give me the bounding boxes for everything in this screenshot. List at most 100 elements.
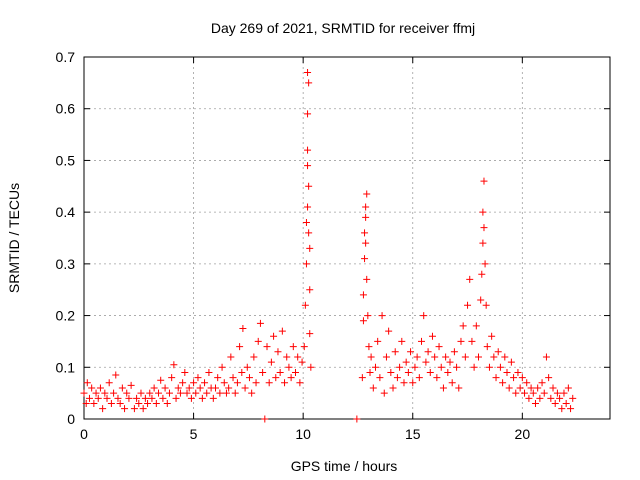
data-point-marker: [536, 394, 544, 402]
data-point-marker: [168, 374, 176, 382]
data-point-marker: [521, 389, 529, 397]
data-point-marker: [179, 379, 187, 387]
data-point-marker: [176, 389, 184, 397]
data-point-marker: [198, 394, 206, 402]
data-point-marker: [83, 379, 91, 387]
data-point-marker: [90, 399, 98, 407]
data-point-marker: [243, 363, 251, 371]
data-point-marker: [212, 384, 219, 392]
data-point-marker: [236, 343, 244, 351]
data-point-marker: [209, 394, 217, 402]
data-point-marker: [92, 389, 100, 397]
data-point-marker: [439, 384, 447, 392]
data-point-marker: [135, 399, 143, 407]
data-point-marker: [496, 363, 504, 371]
data-point-marker: [359, 291, 367, 299]
data-point-marker: [378, 312, 386, 320]
data-point-marker: [116, 399, 124, 407]
data-point-marker: [185, 384, 193, 392]
data-point-marker: [218, 363, 226, 371]
data-point-marker: [137, 389, 145, 397]
y-tick-label: 0.1: [56, 359, 76, 375]
data-point-marker: [287, 374, 295, 382]
data-point-marker: [531, 399, 539, 407]
data-point-marker: [190, 379, 198, 387]
data-point-marker: [194, 374, 202, 382]
data-point-marker: [233, 379, 241, 387]
data-point-marker: [291, 368, 299, 376]
chart-title: Day 269 of 2021, SRMTID for receiver ffm…: [211, 20, 475, 36]
data-point-marker: [261, 415, 269, 423]
data-point-marker: [475, 353, 482, 361]
data-point-marker: [163, 399, 171, 407]
data-point-marker: [103, 394, 111, 402]
data-point-marker: [433, 374, 441, 382]
data-point-marker: [302, 218, 310, 226]
data-point-marker: [359, 317, 367, 325]
data-point-marker: [420, 312, 428, 320]
data-point-marker: [374, 337, 382, 345]
data-point-marker: [523, 379, 531, 387]
data-markers: [80, 69, 577, 423]
data-point-marker: [105, 379, 113, 387]
data-point-marker: [152, 399, 160, 407]
data-point-marker: [413, 353, 421, 361]
data-point-marker: [150, 384, 158, 392]
data-point-marker: [396, 363, 404, 371]
data-point-marker: [170, 361, 178, 369]
data-point-marker: [409, 379, 417, 387]
data-point-marker: [130, 405, 138, 413]
data-point-marker: [214, 374, 222, 382]
data-point-marker: [241, 384, 249, 392]
data-point-marker: [560, 389, 568, 397]
data-point-marker: [353, 415, 361, 423]
data-point-marker: [365, 343, 373, 351]
data-point-marker: [391, 348, 399, 356]
data-point-marker: [415, 374, 423, 382]
data-point-marker: [148, 394, 156, 402]
data-point-marker: [305, 79, 313, 87]
data-point-marker: [480, 177, 488, 185]
data-point-marker: [442, 353, 450, 361]
data-point-marker: [428, 332, 436, 340]
data-point-marker: [274, 348, 282, 356]
data-point-marker: [205, 368, 213, 376]
data-point-marker: [304, 203, 312, 211]
data-point-marker: [398, 337, 406, 345]
data-point-marker: [453, 363, 461, 371]
data-point-marker: [472, 322, 480, 330]
data-point-marker: [542, 353, 550, 361]
data-point-marker: [362, 213, 370, 221]
data-point-marker: [437, 363, 445, 371]
data-point-marker: [507, 358, 515, 366]
x-tick-label: 0: [80, 426, 88, 442]
data-point-marker: [448, 379, 456, 387]
data-point-marker: [479, 208, 487, 216]
data-point-marker: [306, 286, 314, 294]
data-point-marker: [485, 363, 493, 371]
data-point-marker: [366, 368, 374, 376]
y-tick-label: 0.5: [56, 152, 76, 168]
data-point-marker: [569, 394, 577, 402]
data-point-marker: [400, 379, 408, 387]
data-point-marker: [181, 368, 189, 376]
data-point-marker: [501, 353, 509, 361]
data-point-marker: [110, 389, 118, 397]
data-point-marker: [549, 384, 557, 392]
data-point-marker: [477, 296, 485, 304]
data-point-marker: [165, 389, 173, 397]
data-point-marker: [133, 394, 141, 402]
data-point-marker: [558, 405, 566, 413]
data-point-marker: [272, 374, 280, 382]
data-point-marker: [470, 363, 478, 371]
data-point-marker: [289, 343, 297, 351]
data-point-marker: [245, 374, 253, 382]
data-point-marker: [305, 229, 313, 237]
data-point-marker: [466, 275, 474, 283]
data-point-marker: [254, 337, 262, 345]
data-point-marker: [281, 379, 289, 387]
data-point-marker: [387, 368, 395, 376]
data-point-marker: [553, 389, 561, 397]
data-point-marker: [220, 379, 228, 387]
